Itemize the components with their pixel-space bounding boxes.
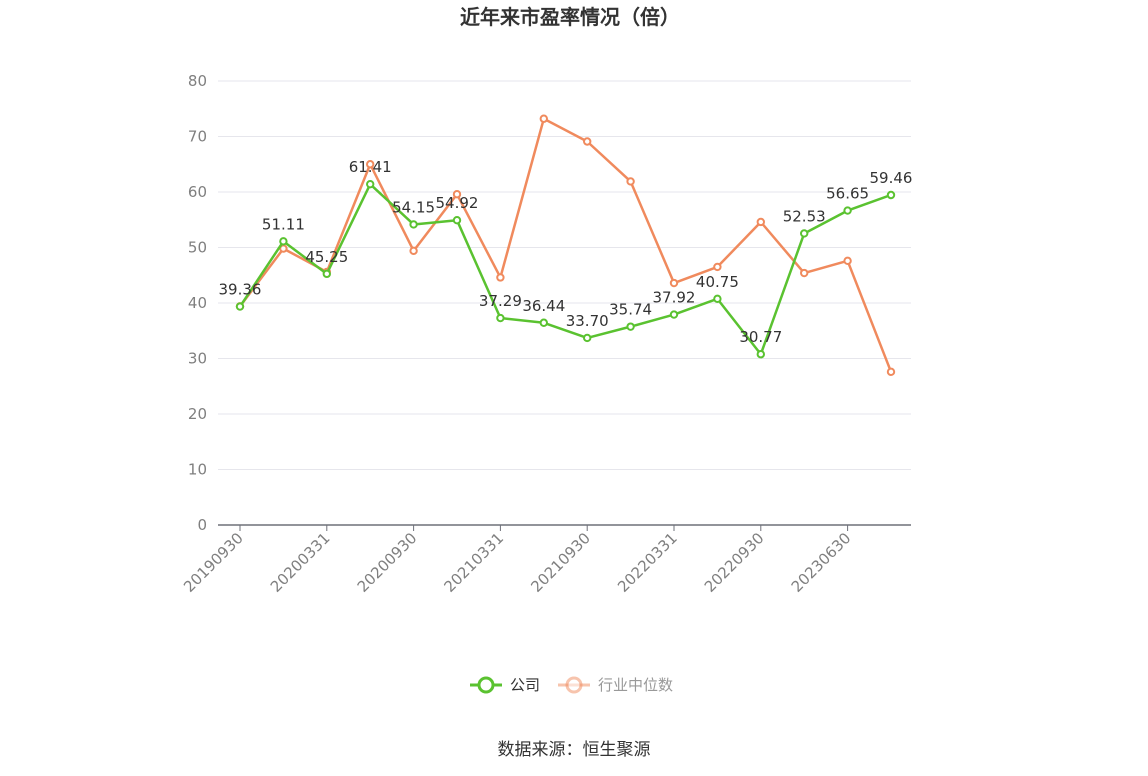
point-company-20190930[interactable]	[235, 302, 245, 311]
point-company-20210630[interactable]	[539, 318, 548, 327]
y-axis: 0 10 20 30 40 50 60 70 80	[188, 72, 207, 534]
series-line-industry	[239, 117, 893, 373]
x-tick-label-20200331: 20200331	[267, 529, 334, 596]
point-company-20230630[interactable]	[843, 206, 852, 215]
data-label-20221231: 52.53	[783, 207, 826, 225]
series-industry-median	[235, 114, 896, 377]
point-company-20191231[interactable]	[279, 237, 288, 246]
legend-label-industry: 行业中位数	[598, 676, 673, 694]
y-tick-label-50: 50	[188, 239, 207, 257]
data-label-20210331: 37.29	[479, 292, 522, 310]
x-tick-label-20190930: 20190930	[180, 529, 247, 596]
legend-item-industry[interactable]: 行业中位数	[558, 676, 673, 694]
x-tick-label-20210930: 20210930	[527, 529, 594, 596]
y-tick-label-40: 40	[188, 294, 207, 312]
data-label-20200930: 54.15	[392, 198, 435, 216]
point-industry-20220331[interactable]	[669, 278, 679, 288]
point-industry-20200930[interactable]	[409, 246, 418, 256]
data-label-20200331: 45.25	[305, 248, 348, 266]
series-company	[235, 179, 896, 359]
legend-marker-company	[477, 676, 495, 694]
point-company-20220630[interactable]	[713, 294, 722, 304]
y-tick-label-80: 80	[188, 72, 207, 90]
point-company-20210930[interactable]	[583, 333, 592, 343]
x-tick-label-20200930: 20200930	[354, 529, 421, 596]
data-label-20200630: 61.41	[349, 158, 392, 176]
data-label-20210930: 33.70	[566, 312, 609, 330]
source-note: 数据来源：恒生聚源	[498, 740, 651, 760]
data-label-20220630: 40.75	[696, 273, 739, 291]
point-company-20230930[interactable]	[886, 190, 896, 200]
point-company-20220331[interactable]	[669, 310, 679, 319]
y-tick-label-10: 10	[188, 461, 207, 479]
data-label-20220930: 30.77	[739, 328, 782, 346]
y-tick-label-30: 30	[188, 350, 207, 368]
y-tick-label-0: 0	[197, 516, 207, 534]
point-company-20221231[interactable]	[800, 229, 809, 238]
point-company-20200930[interactable]	[409, 220, 418, 229]
point-industry-20220630[interactable]	[713, 262, 722, 272]
legend-item-company[interactable]: 公司	[470, 676, 540, 694]
series-line-company	[238, 182, 892, 356]
x-tick-label-20220930: 20220930	[701, 529, 768, 596]
point-industry-20211231[interactable]	[626, 177, 635, 186]
point-industry-20201231[interactable]	[452, 190, 462, 199]
y-tick-label-20: 20	[188, 405, 207, 423]
data-label-20190930: 39.36	[219, 281, 262, 299]
point-company-20220930[interactable]	[756, 350, 765, 359]
legend-label-company: 公司	[510, 676, 540, 694]
data-label-20201231: 54.92	[436, 194, 479, 212]
point-industry-20230630[interactable]	[843, 256, 852, 266]
x-tick-label-20230630: 20230630	[788, 529, 855, 596]
point-company-20201231[interactable]	[452, 215, 462, 225]
point-industry-20210331[interactable]	[496, 273, 505, 282]
x-tick-label-20220331: 20220331	[614, 529, 681, 596]
point-industry-20220930[interactable]	[756, 217, 765, 227]
point-company-20200331[interactable]	[322, 269, 331, 279]
data-label-20191231: 51.11	[262, 215, 305, 233]
legend-marker-industry	[565, 676, 583, 694]
data-label-20210630: 36.44	[522, 297, 565, 315]
y-tick-label-60: 60	[188, 183, 207, 201]
x-axis: 20190930 20200331 20200930 20210331 20210930…	[180, 524, 911, 596]
point-industry-20230930[interactable]	[886, 367, 896, 377]
data-label-20211231: 35.74	[609, 301, 652, 319]
data-label-20230930: 59.46	[870, 169, 913, 187]
legend[interactable]: 公司 行业中位数	[470, 676, 673, 694]
chart-title: 近年来市盈率情况（倍）	[460, 5, 680, 29]
point-company-20211231[interactable]	[626, 322, 635, 331]
point-industry-20210630[interactable]	[539, 114, 548, 123]
point-industry-20200630[interactable]	[366, 160, 375, 169]
data-label-20220331: 37.92	[653, 289, 696, 307]
point-company-20210331[interactable]	[496, 313, 505, 323]
point-company-20200630[interactable]	[366, 179, 375, 189]
x-tick-label-20210331: 20210331	[441, 529, 508, 596]
y-tick-label-70: 70	[188, 128, 207, 146]
point-industry-20210930[interactable]	[583, 137, 592, 146]
grid-lines	[218, 80, 911, 470]
point-industry-20221231[interactable]	[800, 268, 809, 278]
data-label-20230630: 56.65	[826, 185, 869, 203]
